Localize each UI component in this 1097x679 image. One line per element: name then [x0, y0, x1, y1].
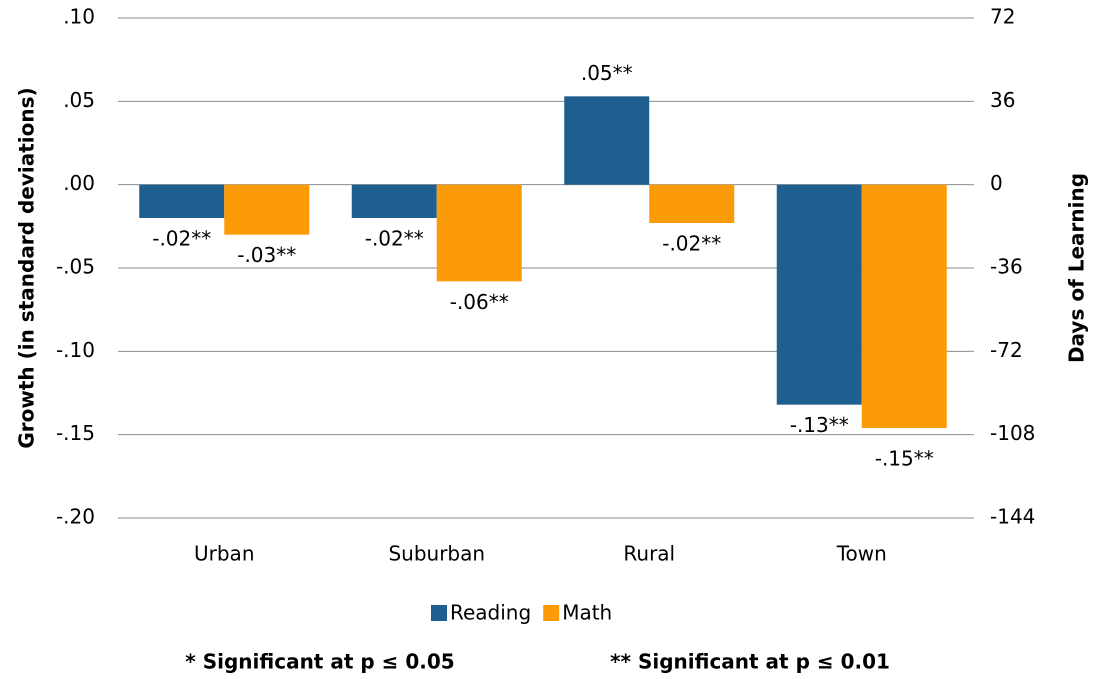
value-label: -.15** — [875, 447, 934, 471]
value-label: -.06** — [450, 290, 509, 314]
y-tick-label: .10 — [63, 5, 95, 29]
y2-tick-label: 0 — [990, 171, 1003, 195]
legend-label: Math — [562, 601, 612, 625]
y2-axis-label: Days of Learning — [1065, 173, 1089, 363]
legend-label: Reading — [450, 601, 531, 625]
value-label: -.13** — [790, 413, 849, 437]
y2-tick-label: -72 — [990, 338, 1023, 362]
bar — [861, 184, 947, 428]
y2-tick-label: -144 — [990, 505, 1035, 529]
y-tick-label: -.15 — [56, 421, 95, 445]
bar — [224, 184, 310, 235]
bar — [436, 184, 522, 282]
value-label: -.03** — [237, 243, 296, 267]
value-label: .05** — [581, 61, 633, 85]
y-tick-label: -.05 — [56, 255, 95, 279]
x-tick-label: Rural — [623, 542, 675, 566]
bar — [351, 184, 437, 218]
y2-tick-label: 72 — [990, 5, 1015, 29]
footnote: ** Significant at p ≤ 0.01 — [610, 650, 890, 674]
footnote: * Significant at p ≤ 0.05 — [185, 650, 454, 674]
y-tick-label: -.10 — [56, 338, 95, 362]
value-label: -.02** — [152, 227, 211, 251]
legend-swatch — [431, 605, 447, 621]
x-tick-label: Town — [836, 542, 887, 566]
bar — [649, 184, 735, 223]
x-tick-label: Suburban — [388, 542, 485, 566]
legend-swatch — [543, 605, 560, 621]
bar — [139, 184, 225, 218]
x-tick-label: Urban — [194, 542, 255, 566]
value-label: -.02** — [662, 232, 721, 256]
y-tick-label: .05 — [63, 88, 95, 112]
bar — [776, 184, 862, 405]
y2-tick-label: -108 — [990, 421, 1035, 445]
y2-tick-label: 36 — [990, 88, 1015, 112]
y2-tick-label: -36 — [990, 255, 1023, 279]
y-tick-label: .00 — [63, 171, 95, 195]
y-axis-label: Growth (in standard deviations) — [15, 87, 39, 448]
value-label: -.02** — [365, 227, 424, 251]
bar — [564, 96, 650, 185]
y-tick-label: -.20 — [56, 505, 95, 529]
